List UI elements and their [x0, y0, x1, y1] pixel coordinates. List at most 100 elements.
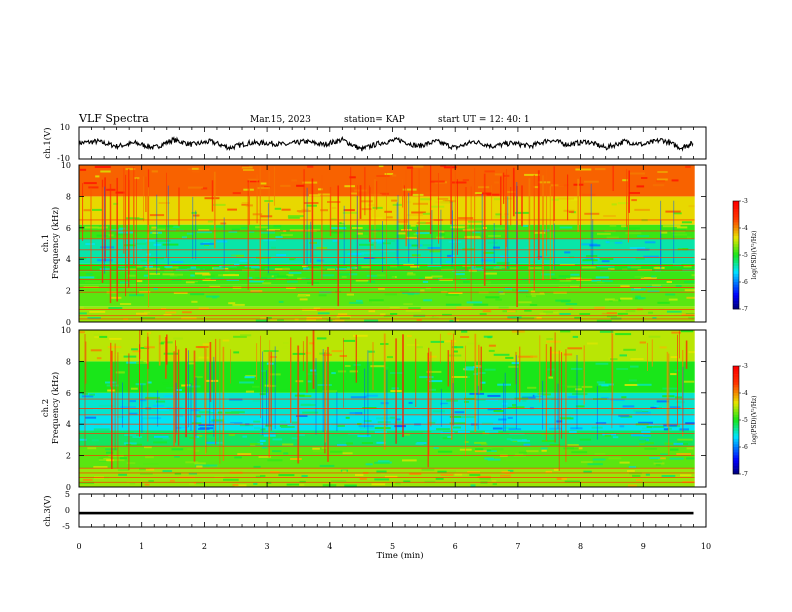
ch2-spectrogram-speckle	[514, 397, 529, 400]
ch2-spectrogram-speckle	[680, 330, 694, 333]
ch1-spectrogram-speckle	[559, 226, 573, 229]
ch1-spectrogram-speckle	[301, 278, 310, 281]
ch1-spectrogram-speckle	[494, 181, 500, 184]
ch2-spectrogram-speckle	[378, 460, 390, 463]
ch1-spectrogram-speckle	[281, 208, 291, 211]
ch2-spectrogram-speckle	[136, 362, 147, 364]
ch2-spectrogram-speckle	[686, 457, 695, 460]
ch2-spectrogram-speckle	[493, 353, 510, 356]
ch2-spectrogram-speckle	[487, 408, 502, 411]
ch1-spectrogram-speckle	[391, 199, 398, 202]
ch1-spectrogram-speckle	[644, 241, 656, 244]
ch1-spectrogram-speckle	[282, 267, 290, 270]
ch2-colorbar-tick-label: -3	[742, 363, 748, 370]
ch1-spectrogram-speckle	[123, 244, 136, 247]
ch1-colorbar-gradient-step	[733, 279, 739, 283]
ch1-spectrogram-speckle	[151, 170, 158, 173]
ch2-spectrogram-speckle	[641, 430, 651, 433]
ch1-spectrogram-speckle	[634, 297, 640, 300]
ch2-spectrogram-speckle	[549, 427, 562, 430]
ch2-spectrogram-speckle	[541, 449, 547, 452]
ch1-spectrogram-speckle	[599, 258, 614, 260]
ch2-spectrogram-speckle	[126, 462, 136, 465]
ch1-spectrogram-speckle	[422, 280, 429, 283]
ch2-spectrogram-speckle	[334, 397, 342, 399]
ch2-spectrogram-speckle	[194, 435, 200, 438]
ch2-spectrogram-speckle	[416, 346, 423, 349]
ch2-spectrogram-speckle	[174, 455, 180, 458]
ch1-spectrogram-speckle	[637, 235, 650, 237]
ch1-spectrogram-speckle	[367, 281, 375, 283]
ch1-spectrogram-speckle	[582, 259, 598, 262]
ch1-spectrogram-speckle	[150, 228, 166, 231]
ch2-spectrogram-speckle	[476, 398, 488, 401]
ch2-spectrogram-speckle	[93, 333, 103, 336]
ch3-waveform-ytick-top: 5	[65, 490, 70, 499]
ch2-spectrogram-speckle	[628, 379, 637, 382]
ch2-spectrogram-speckle	[441, 403, 456, 406]
ch1-spectrogram-speckle	[675, 285, 682, 287]
ch1-spectrogram-speckle	[151, 226, 157, 229]
ch1-spectrogram-speckle	[372, 206, 383, 209]
ch1-spectrogram-speckle	[674, 225, 681, 228]
ch2-spectrogram-speckle	[283, 452, 289, 455]
ch2-spectrogram-speckle	[642, 434, 651, 437]
ch1-spectrogram-speckle	[80, 168, 87, 171]
ch2-spectrogram-speckle	[447, 332, 452, 335]
ch1-spectrogram-speckle	[445, 293, 459, 296]
ch1-spectrogram-speckle	[296, 184, 305, 187]
ch2-spectrogram-speckle	[374, 461, 390, 464]
ch2-spectrogram-speckle	[286, 483, 300, 486]
ch1-spectrogram-speckle	[228, 302, 236, 305]
ch2-spectrogram-speckle	[294, 472, 306, 475]
ch1-spectrogram-speckle	[309, 194, 321, 197]
ch2-spectrogram-speckle	[312, 447, 320, 450]
ch1-spectrogram-speckle	[380, 313, 386, 316]
ch1-spectrogram-speckle	[331, 206, 337, 209]
ch1-spectrogram-speckle	[670, 186, 679, 189]
ch1-spectrogram-speckle	[332, 239, 339, 242]
ch1-spectrogram-speckle	[241, 166, 253, 169]
ch2-spectrogram-speckle	[467, 367, 474, 370]
ch2-colorbar-gradient-step	[733, 395, 739, 399]
ch2-spectrogram-speckle	[437, 470, 447, 473]
ch1-spectrogram-speckle	[140, 317, 156, 320]
ch1-spectrogram-speckle	[210, 277, 225, 280]
ch2-spectrogram-speckle	[669, 406, 681, 409]
ch2-colorbar-gradient-step	[733, 471, 739, 475]
ch2-spectrogram-speckle	[428, 380, 443, 383]
ch1-spectrogram-speckle	[163, 313, 172, 316]
ch2-colorbar-gradient-step	[733, 468, 739, 472]
ch1-spectrogram-speckle	[390, 276, 396, 279]
ch2-spectrogram-speckle	[615, 333, 632, 336]
ch2-spectrogram-speckle	[126, 443, 142, 446]
ch1-spectrogram-speckle	[205, 165, 210, 168]
ch1-spectrogram-speckle	[495, 298, 502, 301]
ch1-spectrogram-speckle	[558, 184, 569, 187]
ch2-spectrogram-speckle	[278, 474, 295, 477]
ch2-spectrogram-ylabel-channel: ch.2	[41, 399, 51, 417]
ch1-spectrogram-speckle	[83, 182, 97, 185]
ch2-colorbar-gradient-step	[733, 425, 739, 429]
ch1-spectrogram-speckle	[318, 188, 323, 191]
ch2-spectrogram-ytick-label: 0	[66, 483, 71, 492]
ch1-spectrogram-speckle	[223, 274, 239, 277]
ch1-spectrogram-speckle	[191, 300, 198, 303]
time-axis-tick-label: 10	[701, 542, 711, 551]
ch1-spectrogram-speckle	[402, 188, 417, 191]
ch1-spectrogram-speckle	[85, 243, 95, 246]
ch2-spectrogram-speckle	[342, 470, 347, 473]
ch1-spectrogram-speckle	[171, 261, 184, 263]
ch2-spectrogram-speckle	[124, 434, 137, 437]
ch2-spectrogram-speckle	[653, 462, 665, 465]
ch2-spectrogram-speckle	[164, 395, 180, 398]
ch2-spectrogram-speckle	[467, 342, 481, 345]
ch1-colorbar-gradient-step	[733, 249, 739, 253]
ch2-spectrogram-speckle	[628, 466, 637, 469]
ch1-spectrogram-speckle	[361, 252, 374, 254]
ch2-spectrogram-speckle	[570, 427, 583, 430]
ch1-spectrogram-speckle	[614, 241, 623, 244]
ch2-spectrogram-speckle	[596, 381, 606, 384]
ch2-spectrogram-speckle	[349, 412, 362, 415]
ch1-spectrogram-speckle	[339, 317, 350, 320]
